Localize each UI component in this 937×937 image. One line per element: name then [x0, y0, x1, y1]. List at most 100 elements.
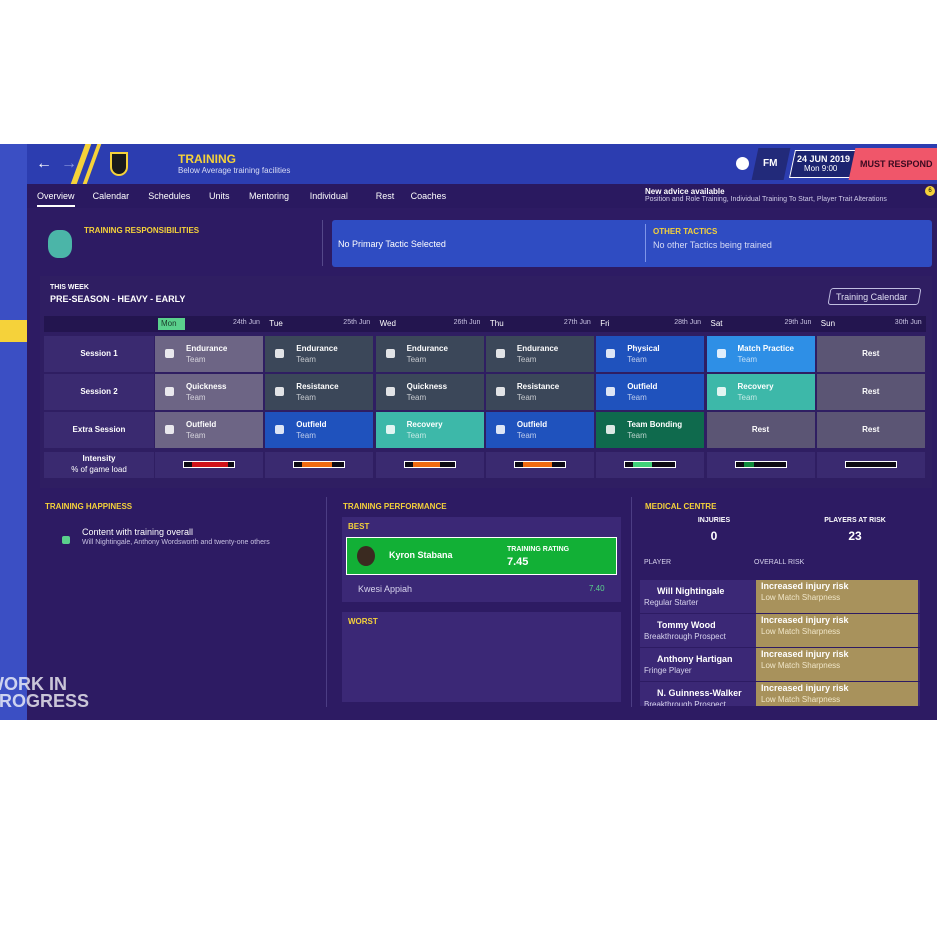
session-cell[interactable]: Outfield Team: [485, 412, 594, 448]
session-title[interactable]: Quickness: [406, 382, 448, 391]
session-cell[interactable]: Rest: [816, 336, 925, 372]
session-cell[interactable]: Recovery Team: [375, 412, 484, 448]
session-cell[interactable]: Quickness Team: [375, 374, 484, 410]
day-date: 30th Jun: [894, 319, 922, 326]
session-cell[interactable]: Endurance Team: [485, 336, 594, 372]
session-icon: [385, 387, 395, 396]
tab[interactable]: Overview: [37, 191, 75, 201]
tab[interactable]: Units: [209, 191, 230, 201]
second-rating: 7.40: [589, 584, 605, 593]
session-title[interactable]: Team Bonding: [627, 420, 683, 429]
player-name[interactable]: Anthony Hartigan: [657, 654, 733, 664]
page-subtitle: Below Average training facilities: [178, 166, 291, 175]
session-title[interactable]: Resistance: [516, 382, 560, 391]
day-header: [44, 316, 926, 332]
tab[interactable]: Individual: [309, 191, 348, 201]
intensity-track: [183, 461, 235, 468]
session-cell[interactable]: Endurance Team: [155, 336, 263, 372]
must-respond[interactable]: MUST RESPOND: [860, 159, 933, 169]
date: 24 JUN 2019: [797, 154, 851, 164]
session-cell[interactable]: Rest: [816, 374, 925, 410]
session-cell[interactable]: Endurance Team: [375, 336, 484, 372]
session-cell[interactable]: Outfield Team: [596, 374, 705, 410]
intensity-sub: % of game load: [71, 465, 127, 474]
tab[interactable]: Coaches: [410, 191, 447, 201]
intensity-fill: [412, 462, 440, 467]
rating-label: TRAINING RATING: [507, 546, 570, 553]
player-role: Fringe Player: [644, 666, 692, 675]
tab[interactable]: Schedules: [148, 191, 191, 201]
session-sub: Team: [627, 431, 647, 440]
medical-title[interactable]: MEDICAL CENTRE: [645, 502, 717, 511]
session-title[interactable]: Endurance: [516, 344, 559, 353]
happiness-detail: Will Nightingale, Anthony Wordsworth and…: [82, 539, 270, 546]
session-cell[interactable]: Physical Team: [596, 336, 705, 372]
session-sub: Team: [186, 355, 206, 364]
session-title[interactable]: Outfield: [627, 382, 658, 391]
performance-title[interactable]: TRAINING PERFORMANCE: [343, 502, 447, 511]
best-player[interactable]: Kyron Stabana: [389, 550, 453, 560]
session-title[interactable]: Rest: [751, 425, 770, 434]
day-name: Thu: [489, 319, 504, 328]
player-name[interactable]: Will Nightingale: [657, 586, 725, 596]
session-title[interactable]: Recovery: [737, 382, 774, 391]
best-player-box[interactable]: Kyron Stabana TRAINING RATING 7.45: [346, 537, 617, 575]
injuries-label: INJURIES: [697, 517, 731, 524]
risk: Increased injury risk: [761, 649, 849, 659]
nav-arrow[interactable]: ←: [36, 155, 52, 172]
session-cell[interactable]: Team Bonding Team: [596, 412, 705, 448]
session-cell[interactable]: Rest: [816, 412, 925, 448]
session-title[interactable]: Outfield: [516, 420, 548, 429]
watermark: PROGRESS: [0, 691, 90, 711]
session-cell[interactable]: Rest: [706, 412, 815, 448]
session-title[interactable]: Rest: [862, 387, 880, 396]
player-name[interactable]: N. Guinness-Walker: [657, 688, 742, 698]
session-title[interactable]: Rest: [862, 425, 880, 434]
intensity-label-bg: [44, 452, 154, 478]
session-title[interactable]: Endurance: [186, 344, 228, 353]
session-sub: Team: [296, 393, 316, 402]
time: Mon 9:00: [804, 164, 838, 173]
calendar-button-label[interactable]: Training Calendar: [836, 292, 908, 302]
resp-title[interactable]: TRAINING RESPONSIBILITIES: [84, 226, 200, 235]
other-tactics-title[interactable]: OTHER TACTICS: [653, 227, 718, 236]
nav-arrow[interactable]: →: [61, 155, 77, 172]
tab[interactable]: Mentoring: [249, 191, 290, 201]
tab[interactable]: Calendar: [92, 191, 130, 201]
session-cell[interactable]: Endurance Team: [265, 336, 374, 372]
intensity-track: [624, 461, 677, 468]
tactic-box: No Primary Tactic Selected OTHER TACTICS N…: [332, 220, 932, 267]
session-title[interactable]: Recovery: [406, 420, 443, 429]
advice-title: New advice available: [645, 187, 725, 196]
help-icon[interactable]: [736, 157, 749, 170]
session-cell[interactable]: Resistance Team: [485, 374, 594, 410]
session-title[interactable]: Quickness: [186, 382, 227, 391]
happiness-title[interactable]: TRAINING HAPPINESS: [45, 502, 133, 511]
player-name[interactable]: Tommy Wood: [657, 620, 716, 630]
session-title[interactable]: Physical: [627, 344, 660, 353]
second-player[interactable]: Kwesi Appiah: [358, 584, 413, 594]
session-title[interactable]: Endurance: [296, 344, 338, 353]
resp-icon: [48, 230, 72, 258]
session-cell[interactable]: Resistance Team: [265, 374, 374, 410]
session-title[interactable]: Endurance: [406, 344, 448, 353]
session-title[interactable]: Rest: [862, 349, 880, 358]
risk-box: [756, 580, 918, 613]
tab[interactable]: Rest: [375, 191, 395, 201]
intensity-fill: [302, 462, 332, 467]
at-risk-label: PLAYERS AT RISK: [824, 517, 886, 524]
session-cell[interactable]: Outfield Team: [265, 412, 374, 448]
session-title[interactable]: Outfield: [296, 420, 327, 429]
session-cell[interactable]: Recovery Team: [706, 374, 815, 410]
session-cell[interactable]: Quickness Team: [155, 374, 263, 410]
player-role: Regular Starter: [644, 598, 699, 607]
best-label: BEST: [348, 522, 370, 531]
session-sub: Team: [296, 431, 316, 440]
session-sub: Team: [406, 355, 427, 364]
session-cell[interactable]: Outfield Team: [155, 412, 263, 448]
day-name: Sat: [710, 319, 723, 328]
session-title[interactable]: Match Practice: [737, 344, 794, 353]
session-title[interactable]: Resistance: [296, 382, 339, 391]
session-cell[interactable]: Match Practice Team: [706, 336, 815, 372]
session-title[interactable]: Outfield: [186, 420, 217, 429]
